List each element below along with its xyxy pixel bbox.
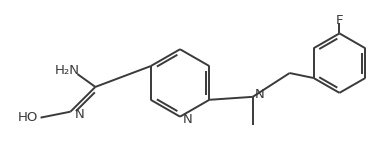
Text: HO: HO: [18, 111, 38, 124]
Text: F: F: [336, 14, 343, 27]
Text: N: N: [74, 108, 84, 121]
Text: N: N: [183, 113, 193, 126]
Text: H₂N: H₂N: [55, 64, 80, 77]
Text: N: N: [255, 88, 265, 101]
